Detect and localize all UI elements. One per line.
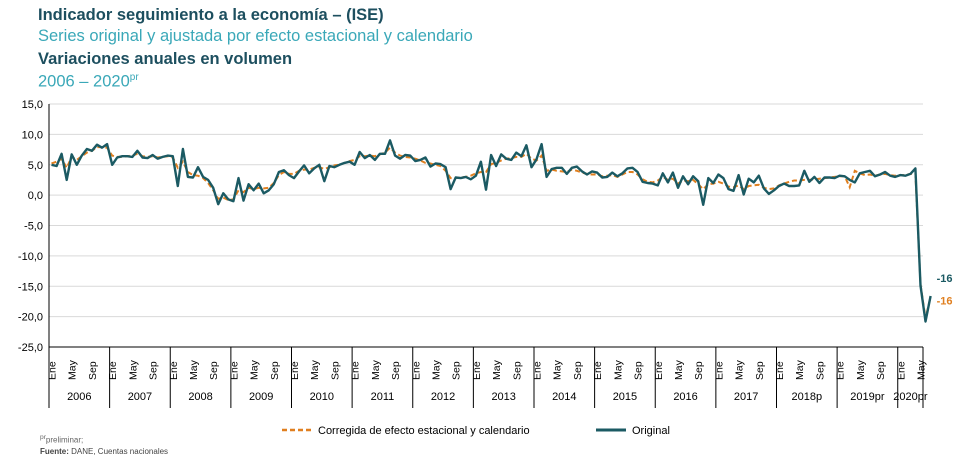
x-tick-label: May [188, 359, 200, 380]
year-label: 2008 [188, 391, 212, 403]
end-label-adjusted: -16,7 [937, 296, 953, 308]
x-tick-label: May [491, 359, 503, 380]
x-tick-label: Sep [814, 361, 826, 380]
year-label: 2016 [673, 391, 697, 403]
x-tick-label: Ene [835, 361, 847, 380]
x-tick-label: Sep [329, 361, 341, 380]
x-tick-label: Sep [754, 361, 766, 380]
x-tick-label: Sep [511, 361, 523, 380]
series-line-adjusted [51, 146, 932, 319]
legend-label-adjusted: Corregida de efecto estacional y calenda… [318, 425, 530, 437]
y-tick-label: -15,0 [18, 281, 43, 293]
y-tick-label: -10,0 [18, 251, 43, 263]
year-label: 2017 [734, 391, 758, 403]
x-tick-label: May [249, 359, 261, 380]
x-tick-label: Ene [592, 361, 604, 380]
x-tick-label: Ene [653, 361, 665, 380]
x-tick-label: May [673, 359, 685, 380]
footnote-preliminary: prpreliminar; [40, 434, 84, 445]
x-tick-label: Sep [633, 361, 645, 380]
chart-subtitle: Series original y ajustada por efecto es… [38, 27, 473, 45]
x-tick-label: Ene [168, 361, 180, 380]
x-tick-label: Ene [774, 361, 786, 380]
x-tick-label: Sep [87, 361, 99, 380]
year-label: 2011 [371, 391, 395, 403]
legend-label-original: Original [632, 425, 670, 437]
chart-period: 2006 – 2020pr [38, 72, 139, 91]
x-tick-label: Ene [47, 361, 59, 380]
year-label: 2018p [792, 391, 823, 403]
x-tick-label: Ene [107, 361, 119, 380]
x-tick-label: Sep [148, 361, 160, 380]
year-label: 2020pr [893, 391, 928, 403]
x-tick-label: May [734, 359, 746, 380]
x-tick-label: May [430, 359, 442, 380]
y-tick-label: -20,0 [18, 312, 43, 324]
x-tick-label: Sep [875, 361, 887, 380]
period-superscript: pr [129, 72, 139, 83]
year-label: 2006 [67, 391, 91, 403]
x-tick-label: May [552, 359, 564, 380]
y-axis: 15,0 10,0 5,0 0,0 -5,0 -10,0 -15,0 -20,0 -25,0 [18, 99, 50, 354]
x-tick-label: Sep [269, 361, 281, 380]
series-line-original [51, 139, 932, 323]
year-label: 2015 [613, 391, 637, 403]
y-tick-label: -25,0 [18, 342, 43, 354]
x-tick-label: Sep [572, 361, 584, 380]
x-tick-label: May [67, 359, 79, 380]
year-label: 2019pr [850, 391, 885, 403]
x-tick-label: Ene [532, 361, 544, 380]
year-label: 2013 [491, 391, 515, 403]
year-label: 2007 [128, 391, 152, 403]
x-tick-label: Ene [713, 361, 725, 380]
x-tick-label: May [309, 359, 321, 380]
x-tick-label: May [794, 359, 806, 380]
chart-title: Indicador seguimiento a la economía – (I… [38, 6, 384, 24]
x-tick-label: May [612, 359, 624, 380]
x-tick-label: May [915, 359, 927, 380]
x-tick-label: Ene [350, 361, 362, 380]
x-axis: Ene May Sep 2006 Ene May Sep 2007 Ene May Sep 2008 E… [47, 346, 928, 408]
gridlines [49, 103, 923, 348]
footnote-source: Fuente: DANE, Cuentas nacionales [40, 447, 169, 456]
x-tick-label: Ene [410, 361, 422, 380]
x-tick-label: May [127, 359, 139, 380]
y-tick-label: 0,0 [28, 190, 43, 202]
end-label-original: -16,6 [937, 273, 953, 285]
x-tick-label: Ene [289, 361, 301, 380]
end-labels: -16,6 -16,7 [937, 273, 953, 308]
x-tick-label: May [370, 359, 382, 380]
x-tick-label: Sep [390, 361, 402, 380]
year-label: 2014 [552, 391, 576, 403]
x-tick-label: Ene [228, 361, 240, 380]
year-label: 2012 [431, 391, 455, 403]
chart-measure-title: Variaciones anuales en volumen [38, 50, 293, 68]
y-tick-label: 5,0 [28, 160, 43, 172]
legend: Corregida de efecto estacional y calenda… [282, 425, 670, 437]
year-label: 2009 [249, 391, 273, 403]
x-tick-label: Sep [693, 361, 705, 380]
x-tick-label: May [855, 359, 867, 380]
x-tick-label: Ene [895, 361, 907, 380]
x-tick-label: Sep [208, 361, 220, 380]
x-tick-label: Ene [471, 361, 483, 380]
y-tick-label: 10,0 [22, 129, 43, 141]
y-tick-label: -5,0 [24, 221, 43, 233]
y-tick-label: 15,0 [22, 99, 43, 111]
x-tick-label: Sep [451, 361, 463, 380]
year-label: 2010 [310, 391, 334, 403]
series-lines [51, 139, 932, 323]
